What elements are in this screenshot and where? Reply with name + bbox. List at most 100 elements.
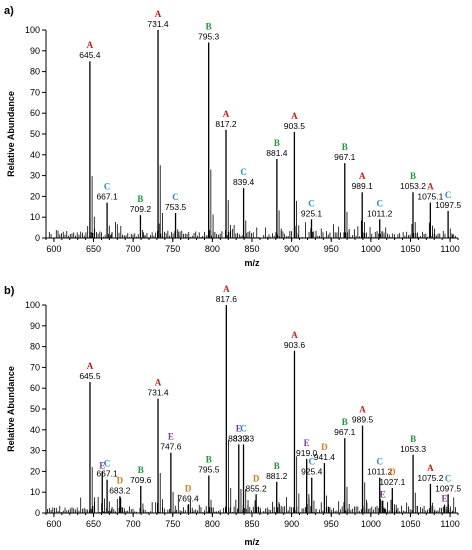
peak-value-label: 1011.2: [367, 467, 393, 477]
peak-letter-label: A: [87, 361, 94, 371]
peak-letter-label: C: [172, 192, 179, 202]
peak-letter-label: A: [87, 40, 94, 50]
peak-letter-label: B: [138, 465, 144, 475]
peak-letter-label: B: [137, 194, 143, 204]
peak-letter-label: C: [376, 198, 383, 208]
peak-value-label: 919.0: [296, 448, 318, 458]
peak-letter-label: A: [291, 111, 298, 121]
peak-value-label: 1053.2: [400, 181, 426, 191]
y-tick-label: 20: [30, 466, 40, 476]
peak-letter-label: E: [304, 438, 310, 448]
peak-letter-label: B: [342, 417, 348, 427]
peak-value-label: 989.5: [352, 415, 374, 425]
x-tick-label: 1100: [440, 519, 459, 529]
x-tick-label: 900: [284, 244, 299, 254]
peak-value-label: 769.4: [177, 494, 199, 504]
peak-value-label: 839.4: [233, 177, 255, 187]
peak-letter-label: C: [445, 473, 452, 483]
peak-value-label: 817.6: [216, 294, 238, 304]
y-tick-label: 70: [30, 362, 40, 372]
peak-value-label: 903.6: [284, 340, 306, 350]
spectrum-panel-1: a)645.4A667.1C709.2B731.4A753.5C795.3B81…: [4, 5, 461, 268]
x-tick-label: 600: [46, 244, 61, 254]
peak-value-label: 1097.5: [435, 200, 461, 210]
peak-value-label: 1097.5: [435, 483, 461, 493]
y-tick-label: 10: [30, 487, 40, 497]
y-tick-label: 80: [30, 342, 40, 352]
peak-letter-label: A: [427, 463, 434, 473]
peak-value-label: 967.1: [334, 427, 356, 437]
panel-label: b): [4, 285, 15, 297]
x-tick-label: 800: [205, 244, 220, 254]
peak-value-label: 925.1: [301, 208, 323, 218]
peak-letter-label: A: [359, 405, 366, 415]
peak-value-label: 645.4: [79, 50, 101, 60]
peak-value-label: 925.4: [301, 467, 323, 477]
peak-letter-label: E: [236, 423, 242, 433]
peak-value-label: 855.2: [245, 483, 267, 493]
peak-letter-label: C: [308, 198, 315, 208]
peak-value-label: 881.4: [266, 148, 288, 158]
peak-value-label: 1011.2: [367, 208, 393, 218]
peak-letter-label: D: [389, 467, 396, 477]
x-tick-label: 1050: [400, 519, 420, 529]
peak-letter-label: B: [410, 171, 416, 181]
y-axis-title: Relative Abundance: [6, 91, 16, 177]
peak-value-label: 1075.2: [417, 473, 443, 483]
y-tick-label: 40: [30, 425, 40, 435]
peak-letter-label: B: [410, 434, 416, 444]
panel-label: a): [4, 5, 14, 17]
peak-value-label: 817.2: [215, 119, 237, 129]
x-tick-label: 1100: [440, 244, 459, 254]
peak-value-label: 795.5: [198, 465, 220, 475]
peak-value-label: 747.6: [160, 442, 182, 452]
peak-value-label: 989.1: [352, 181, 374, 191]
peak-letter-label: E: [99, 460, 105, 470]
peak-letter-label: B: [274, 138, 280, 148]
x-tick-label: 600: [46, 519, 61, 529]
peak-value-label: 667.1: [96, 192, 118, 202]
peak-letter-label: A: [223, 284, 230, 294]
y-tick-label: 0: [35, 508, 40, 518]
y-tick-label: 50: [30, 129, 40, 139]
peak-letter-label: A: [291, 330, 298, 340]
peak-letter-label: B: [206, 21, 212, 31]
x-tick-label: 1000: [361, 519, 381, 529]
peak-letter-label: D: [321, 442, 328, 452]
peak-value-label: 709.2: [130, 204, 152, 214]
peak-letter-label: B: [206, 455, 212, 465]
x-tick-label: 700: [126, 244, 141, 254]
peak-value-label: 667.1: [96, 469, 118, 479]
peak-value-label: 645.5: [79, 371, 101, 381]
peak-letter-label: C: [240, 167, 247, 177]
peak-value-label: 795.3: [198, 31, 220, 41]
baseline-noise: [47, 220, 456, 238]
x-axis-title: m/z: [244, 258, 260, 268]
y-tick-label: 80: [30, 67, 40, 77]
x-tick-label: 650: [86, 244, 101, 254]
peak-value-label: 731.4: [147, 388, 169, 398]
peak-letter-label: C: [104, 459, 111, 469]
x-tick-label: 1000: [361, 244, 381, 254]
peak-letter-label: E: [168, 432, 174, 442]
peak-value-label: 709.6: [130, 475, 152, 485]
y-tick-label: 30: [30, 171, 40, 181]
y-tick-label: 10: [30, 212, 40, 222]
x-tick-label: 950: [324, 519, 339, 529]
y-tick-label: 0: [35, 233, 40, 243]
peak-value-label: 753.5: [165, 202, 187, 212]
peak-letter-label: D: [117, 475, 124, 485]
peak-letter-label: A: [359, 171, 366, 181]
peak-value-label: 881.2: [266, 471, 288, 481]
peak-letter-label: D: [185, 484, 192, 494]
peak-letter-label: A: [155, 9, 162, 19]
x-tick-label: 750: [165, 244, 180, 254]
x-tick-label: 950: [324, 244, 339, 254]
peak-letter-label: C: [376, 457, 383, 467]
x-tick-label: 750: [165, 519, 180, 529]
x-axis-title: m/z: [244, 537, 260, 547]
peak-letter-label: A: [223, 109, 230, 119]
y-tick-label: 90: [30, 46, 40, 56]
y-tick-label: 70: [30, 87, 40, 97]
